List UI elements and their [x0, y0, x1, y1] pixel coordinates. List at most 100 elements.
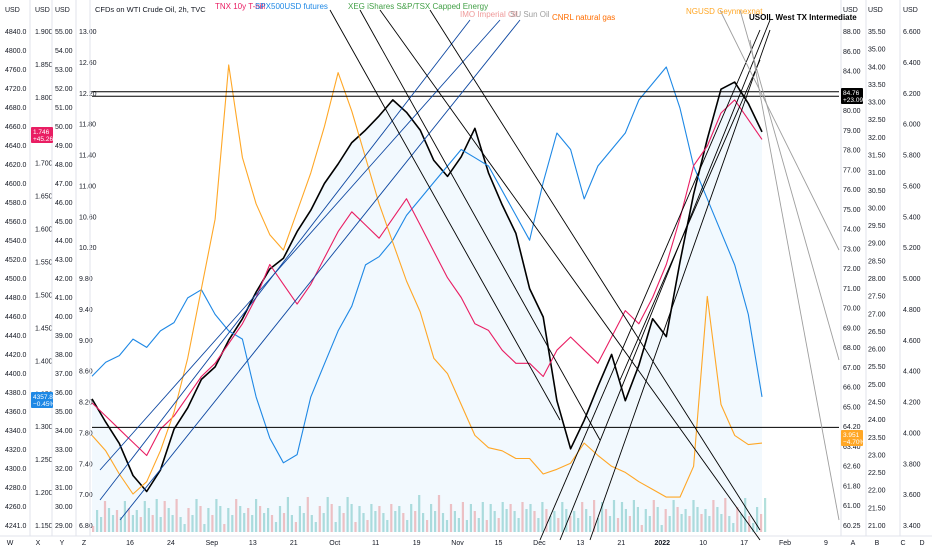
price-tag[interactable]: [841, 88, 863, 104]
price-tag[interactable]: [31, 392, 53, 408]
y-tick-label: 4340.0: [5, 428, 27, 435]
volume-bar: [223, 524, 226, 532]
y-tick-label: 29.00: [868, 241, 886, 248]
volume-bar: [103, 501, 107, 532]
series-line[interactable]: [91, 66, 763, 464]
y-tick-label: 65.00: [843, 404, 861, 411]
x-tick-label: Dec: [533, 540, 546, 547]
y-tick-label: 3.800: [903, 461, 921, 468]
y-tick-label: 13.00: [79, 29, 97, 36]
volume-bar: [151, 515, 154, 532]
price-tag[interactable]: [31, 127, 53, 143]
x-tick-label: 15: [495, 540, 503, 547]
trendline[interactable]: [539, 29, 761, 541]
y-tick-label: 31.50: [868, 153, 886, 160]
trendline[interactable]: [589, 29, 771, 541]
volume-bar: [728, 516, 731, 532]
x-tick-label: 16: [126, 540, 134, 547]
x-tick-label: 13: [249, 540, 257, 547]
y-tick-label: 72.00: [843, 266, 861, 273]
y-tick-label: 10.60: [79, 214, 97, 221]
y-tick-label: 10.20: [79, 245, 97, 252]
trendline[interactable]: [99, 19, 501, 471]
y-tick-label: 28.00: [868, 276, 886, 283]
y-tick-label: 5.800: [903, 153, 921, 160]
y-tick-label: 1.150: [35, 523, 53, 530]
trendline[interactable]: [379, 9, 761, 541]
y-tick-label: 35.50: [868, 29, 886, 36]
y-tick-label: 28.50: [868, 258, 886, 265]
volume-bar: [517, 518, 520, 532]
trendline[interactable]: [749, 39, 840, 521]
price-tag-value: 1.746: [33, 129, 50, 136]
volume-bar: [648, 516, 651, 532]
axis-unit-label: USD: [843, 7, 858, 14]
y-tick-label: 4260.0: [5, 504, 27, 511]
volume-bar: [314, 522, 317, 532]
trendline[interactable]: [429, 9, 761, 531]
volume-bar: [394, 511, 397, 532]
y-tick-label: 46.00: [55, 200, 73, 207]
trendline[interactable]: [329, 9, 561, 421]
volume-bar: [123, 501, 126, 532]
y-tick-label: 4360.0: [5, 409, 27, 416]
trendline[interactable]: [739, 9, 840, 361]
y-tick-label: 3.400: [903, 523, 921, 530]
volume-bar: [362, 513, 365, 532]
y-tick-label: 5.400: [903, 214, 921, 221]
volume-bar: [247, 508, 250, 532]
y-tick-label: 31.00: [55, 485, 73, 492]
trendline[interactable]: [359, 9, 601, 441]
volume-bar: [318, 506, 321, 532]
y-tick-label: 4460.0: [5, 314, 27, 321]
volume-bar: [227, 508, 230, 532]
y-tick-label: 27.00: [868, 311, 886, 318]
axis-letter: C: [900, 540, 905, 547]
trendline[interactable]: [119, 19, 521, 521]
volume-bar: [346, 497, 349, 532]
volume-bar: [199, 506, 202, 532]
x-tick-label: Sep: [206, 540, 219, 547]
volume-bar: [664, 509, 667, 532]
price-tag-change: +23.09%: [843, 97, 869, 104]
trendline[interactable]: [619, 59, 761, 381]
volume-bar: [445, 520, 449, 532]
y-tick-label: 25.00: [868, 382, 886, 389]
volume-bar: [457, 518, 460, 532]
volume-bar: [255, 499, 258, 532]
volume-bar: [267, 508, 270, 532]
volume-bar: [752, 523, 755, 532]
volume-bar: [414, 511, 417, 532]
y-tick-label: 71.00: [843, 286, 861, 293]
y-tick-label: 80.00: [843, 108, 861, 115]
series-line[interactable]: [91, 64, 763, 498]
trendline[interactable]: [719, 9, 840, 251]
axis-letter: W: [7, 540, 14, 547]
trendline[interactable]: [99, 19, 471, 501]
y-tick-label: 37.00: [55, 371, 73, 378]
legend-entry: USOIL West TX Intermediate: [749, 13, 857, 22]
y-tick-label: 9.80: [79, 276, 93, 283]
y-tick-label: 1.650: [35, 194, 53, 201]
volume-bar: [402, 513, 405, 532]
volume-bar: [422, 513, 425, 532]
y-tick-label: 61.80: [843, 483, 861, 490]
y-tick-label: 21.50: [868, 505, 886, 512]
y-tick-label: 26.00: [868, 347, 886, 354]
y-tick-label: 8.20: [79, 400, 93, 407]
series-line[interactable]: [91, 81, 763, 493]
y-tick-label: 1.450: [35, 325, 53, 332]
volume-bar: [298, 506, 301, 532]
price-tag[interactable]: [841, 430, 863, 446]
y-tick-label: 12.60: [79, 60, 97, 67]
y-tick-label: 11.40: [79, 153, 96, 160]
y-tick-label: 60.25: [843, 523, 861, 530]
y-tick-label: 33.00: [55, 447, 73, 454]
y-tick-label: 34.00: [868, 64, 886, 71]
trendline[interactable]: [559, 19, 771, 541]
series-line[interactable]: [91, 99, 763, 457]
y-tick-label: 36.00: [55, 390, 73, 397]
volume-bar: [171, 515, 174, 532]
y-tick-label: 9.40: [79, 307, 93, 314]
